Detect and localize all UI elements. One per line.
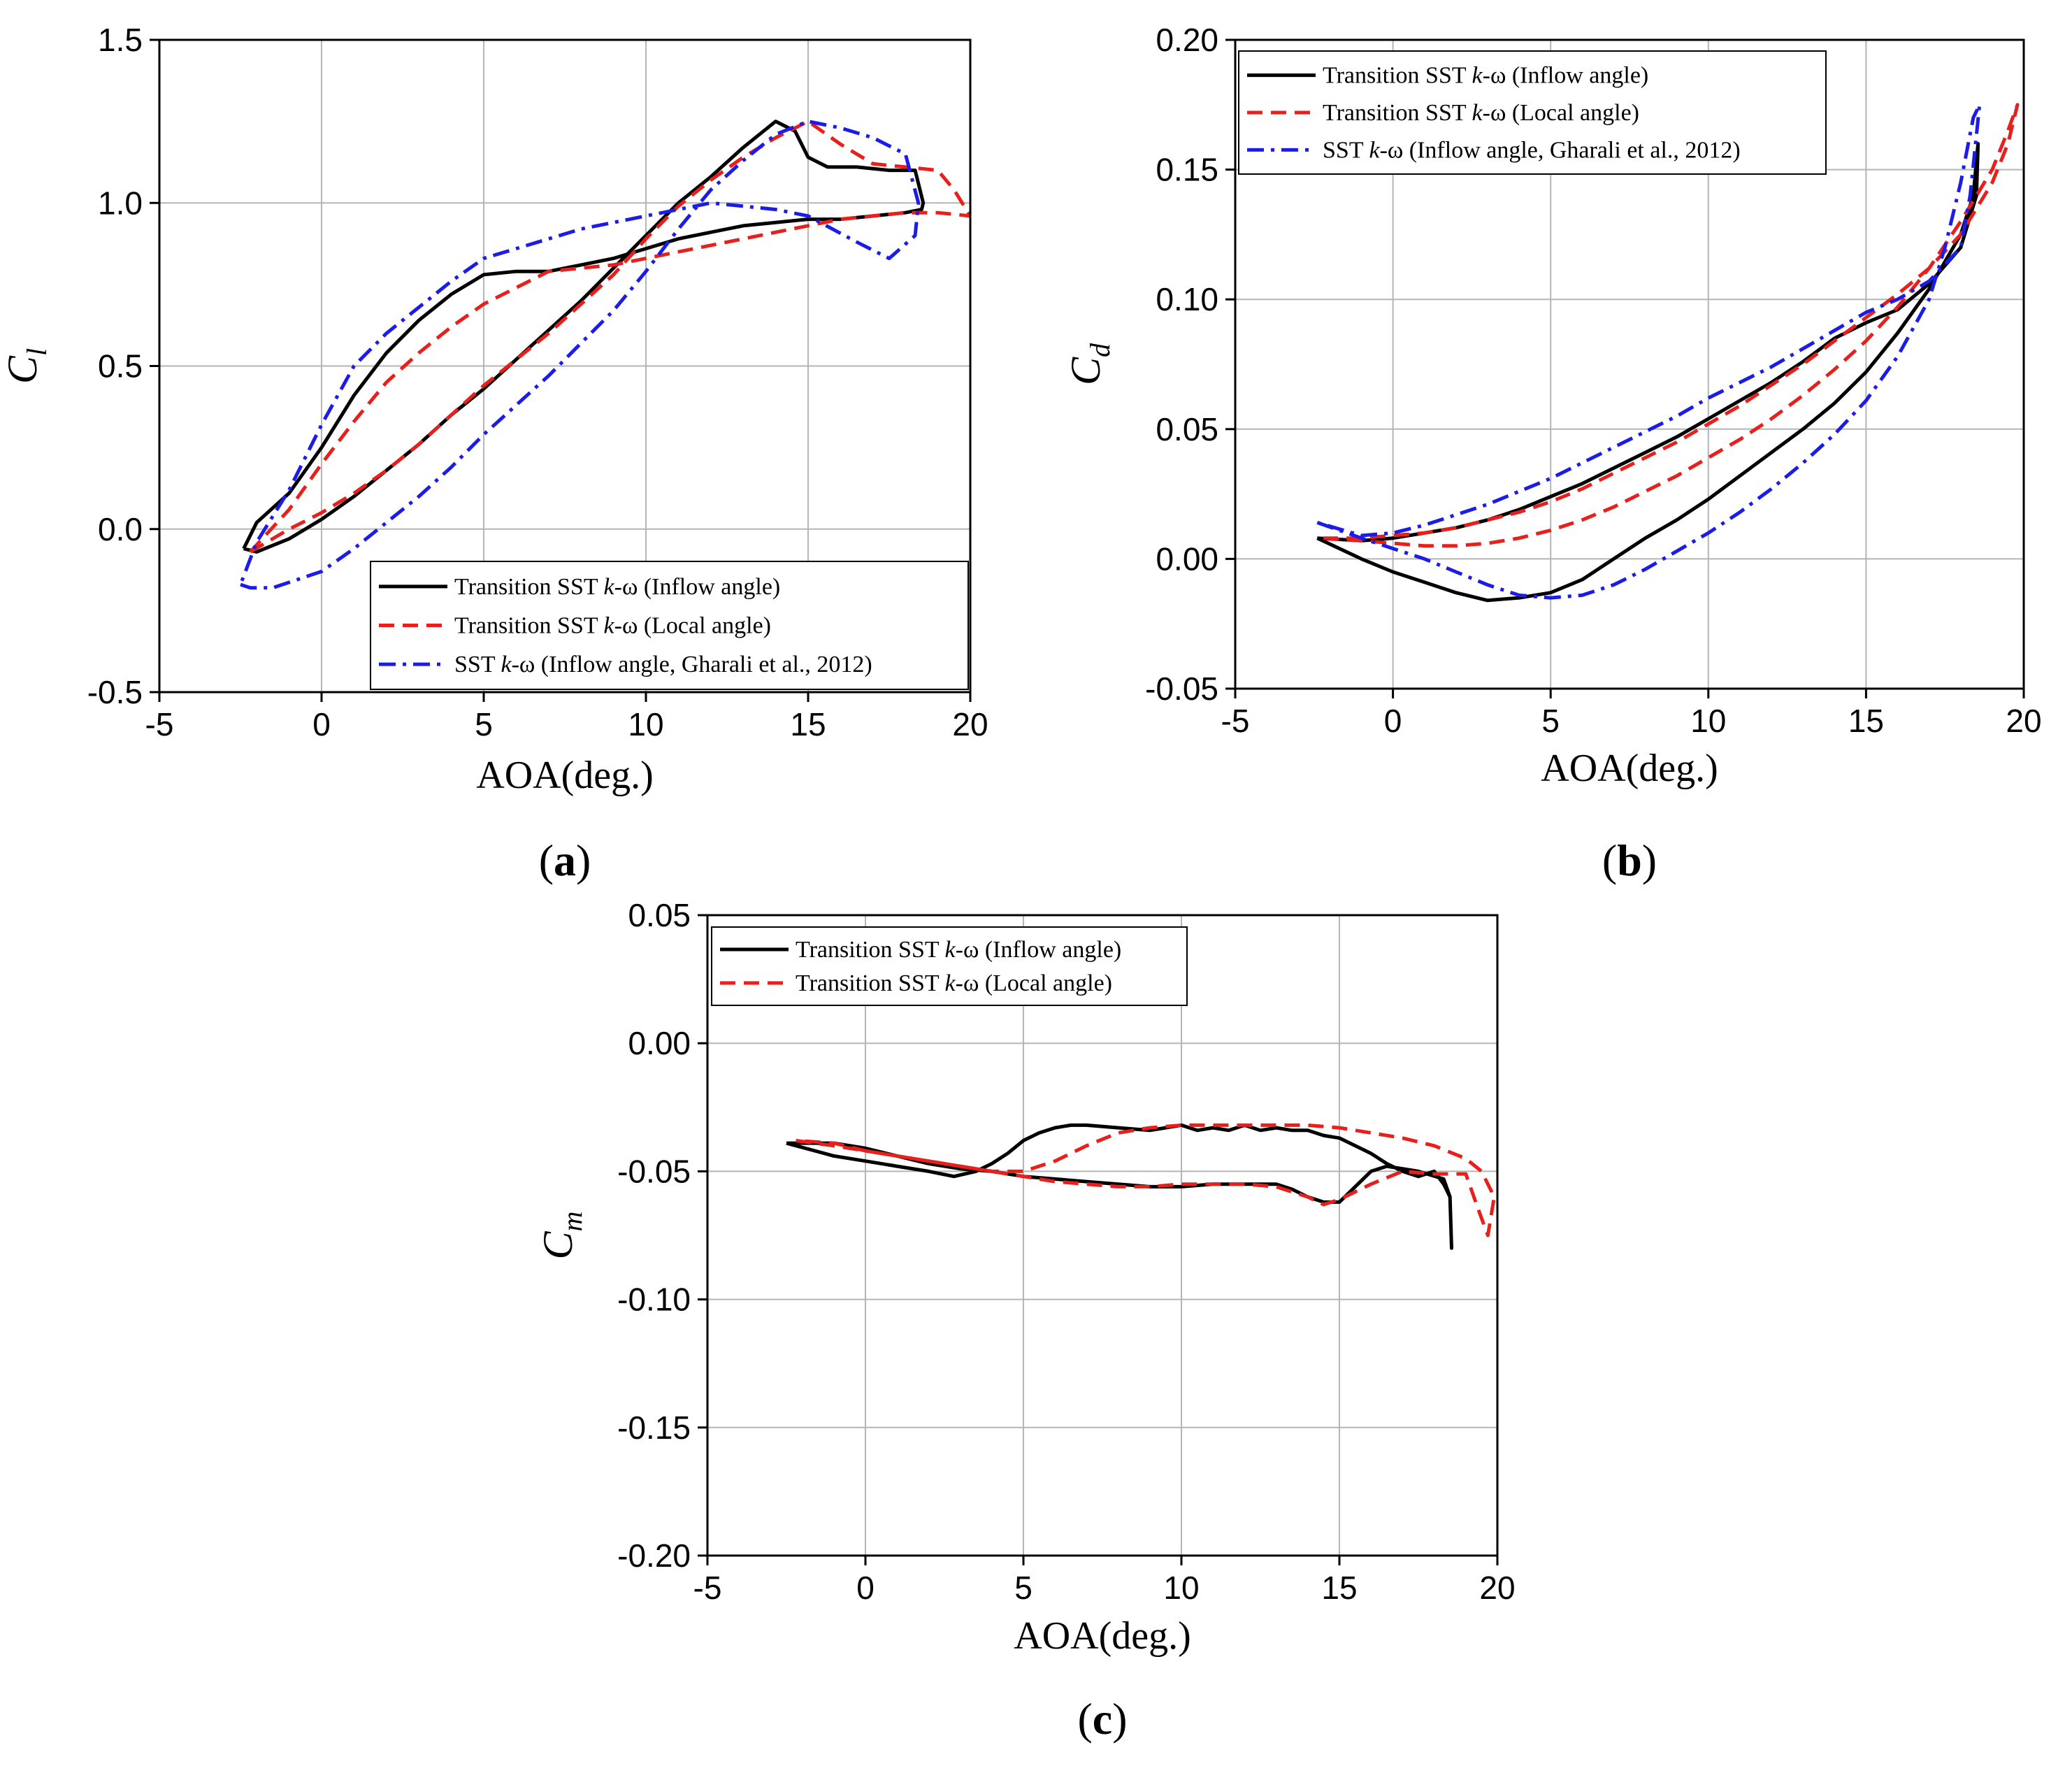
legend: Transition SST k-ω (Inflow angle) Transit…	[711, 926, 1188, 1006]
y-tick-label: 0.5	[98, 348, 143, 385]
x-tick-label: 15	[790, 706, 826, 742]
legend-box	[1238, 50, 1827, 175]
x-tick-label: 5	[1014, 1570, 1033, 1606]
series-line-b-1	[1323, 103, 2020, 548]
x-tick-label: -5	[145, 706, 174, 742]
y-tick-label: 0.15	[1156, 152, 1218, 188]
legend-label: Transition SST k-ω (Inflow angle)	[454, 574, 780, 600]
panel-label: (c)	[1077, 1694, 1127, 1744]
x-tick-label: 5	[475, 706, 493, 742]
x-tick-label: 10	[628, 706, 663, 742]
y-tick-label: -0.05	[617, 1153, 691, 1189]
panel-b: -5 0 5 10 15 20 -0.05 0.00 0.05 0.10 0.15 0.20 Trans…	[1063, 22, 2042, 885]
y-tick-label: -0.5	[87, 674, 143, 710]
y-tick-label: -0.05	[1145, 670, 1218, 707]
legend-label: SST k-ω (Inflow angle, Gharali et al., 2…	[454, 652, 872, 677]
legend-label: Transition SST k-ω (Local angle)	[454, 613, 771, 639]
series-line-a-0	[242, 120, 926, 554]
x-tick-label: -5	[693, 1570, 722, 1606]
y-tick-label: -0.15	[617, 1409, 691, 1446]
legend-label: Transition SST k-ω (Inflow angle)	[1323, 63, 1648, 89]
series-line-c-1	[796, 1123, 1496, 1237]
x-tick-label: 15	[1848, 703, 1884, 739]
x-tick-label: 0	[856, 1570, 875, 1606]
series-group	[1316, 103, 2020, 603]
series-group	[786, 1123, 1496, 1250]
plot-frame	[158, 38, 972, 694]
y-tick-label: 0.05	[628, 897, 691, 933]
x-axis-title: AOA(deg.)	[476, 754, 653, 797]
legend-label: Transition SST k-ω (Local angle)	[796, 970, 1112, 996]
y-tick-label: 0.05	[1156, 411, 1218, 447]
y-tick-label: 0.00	[628, 1025, 691, 1061]
x-tick-label: 15	[1321, 1570, 1357, 1606]
legend: Transition SST k-ω (Inflow angle) Transit…	[370, 561, 969, 690]
x-tick-label: 10	[1163, 1570, 1199, 1606]
x-tick-label: 20	[952, 706, 988, 742]
y-axis-title: Cd	[1063, 343, 1116, 385]
legend-box	[711, 926, 1188, 1006]
x-axis-title: AOA(deg.)	[1541, 747, 1718, 790]
plot-frame	[1234, 38, 2025, 690]
x-tick-label: 10	[1690, 703, 1726, 739]
x-tick-label: 20	[1479, 1570, 1515, 1606]
legend-label: SST k-ω (Inflow angle, Gharali et al., 2…	[1323, 137, 1741, 163]
y-tick-label: 0.0	[98, 511, 143, 547]
y-tick-label: 0.00	[1156, 540, 1218, 577]
panel-label: (b)	[1602, 835, 1657, 885]
y-tick-label: 1.5	[98, 22, 143, 58]
series-line-b-0	[1316, 142, 1980, 603]
y-tick-label: 1.0	[98, 185, 143, 221]
panel-a: -5 0 5 10 15 20 -0.5 0.0 0.5 1.0 1.5 Transition SST…	[0, 22, 988, 885]
x-tick-label: 0	[312, 706, 331, 742]
series-line-a-1	[249, 120, 970, 554]
series-group	[238, 120, 970, 590]
series-line-b-2	[1316, 103, 1982, 600]
legend-label: Transition SST k-ω (Inflow angle)	[796, 937, 1121, 963]
y-tick-label: -0.20	[617, 1537, 691, 1574]
y-axis-title: Cl	[0, 348, 52, 384]
x-tick-label: 5	[1541, 703, 1560, 739]
series-line-a-2	[238, 120, 921, 590]
x-tick-label: -5	[1221, 703, 1250, 739]
y-axis-title: Cm	[535, 1212, 588, 1260]
legend: Transition SST k-ω (Inflow angle) Transit…	[1238, 50, 1827, 175]
x-tick-label: 0	[1384, 703, 1402, 739]
plot-frame	[706, 914, 1499, 1557]
series-line-c-0	[786, 1123, 1453, 1250]
panel-c: -5 0 5 10 15 20 -0.20 -0.15 -0.10 -0.05 0.00 0.05 Tr…	[535, 897, 1516, 1744]
legend-box	[370, 561, 969, 690]
y-tick-label: -0.10	[617, 1282, 691, 1318]
x-axis-title: AOA(deg.)	[1014, 1614, 1190, 1658]
x-tick-label: 20	[2006, 703, 2041, 739]
y-tick-label: 0.20	[1156, 22, 1218, 58]
y-tick-label: 0.10	[1156, 281, 1218, 317]
panel-label: (a)	[539, 835, 591, 885]
legend-label: Transition SST k-ω (Local angle)	[1323, 100, 1639, 126]
